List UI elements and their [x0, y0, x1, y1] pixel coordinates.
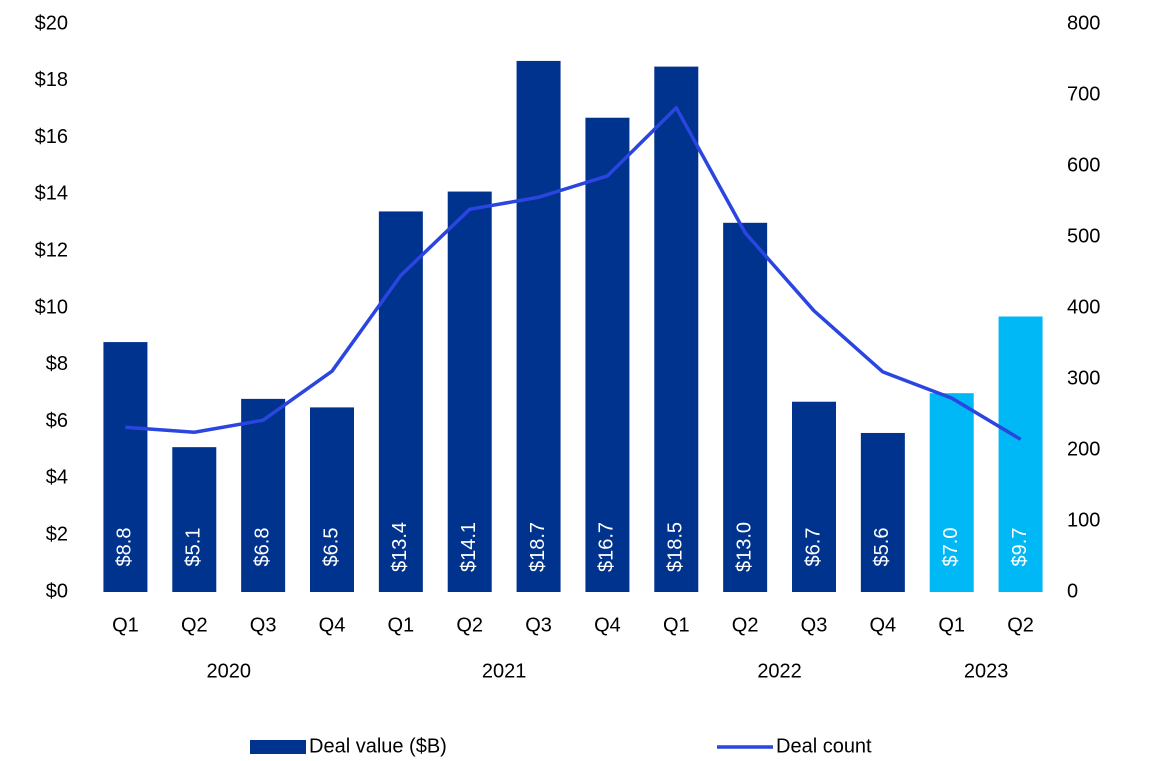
value-label: $14.1 — [458, 522, 480, 572]
bar — [585, 117, 630, 592]
value-label: $9.7 — [1009, 528, 1031, 567]
y2-tick-label: 300 — [1067, 367, 1100, 389]
value-label: $6.7 — [802, 528, 824, 567]
value-label: $5.1 — [183, 528, 205, 567]
x-tick-label: Q4 — [594, 614, 621, 636]
bar — [310, 407, 354, 592]
bar — [516, 60, 561, 593]
value-label: $18.5 — [665, 522, 687, 572]
bar — [792, 401, 836, 592]
value-label: $6.8 — [251, 528, 273, 567]
x-tick-label: Q4 — [870, 614, 897, 636]
x-tick-label: Q1 — [663, 614, 690, 636]
bar — [998, 316, 1043, 592]
value-label: $6.5 — [320, 528, 342, 567]
y-tick-label: $12 — [35, 239, 68, 261]
x-tick-label: Q3 — [525, 614, 552, 636]
y-tick-label: $8 — [46, 353, 68, 375]
y-tick-label: $0 — [46, 580, 68, 602]
value-label: $8.8 — [114, 528, 136, 567]
y2-tick-label: 600 — [1067, 154, 1100, 176]
y2-tick-label: 400 — [1067, 296, 1100, 318]
y2-tick-label: 0 — [1067, 580, 1078, 602]
x-tick-label: Q1 — [388, 614, 415, 636]
x-tick-label: Q3 — [801, 614, 828, 636]
value-label: $18.7 — [527, 522, 549, 572]
y2-tick-label: 100 — [1067, 509, 1100, 531]
value-label: $7.0 — [940, 528, 962, 567]
x-tick-label: Q2 — [1007, 614, 1034, 636]
x-tick-label: Q2 — [456, 614, 483, 636]
y-tick-label: $16 — [35, 126, 68, 148]
y-tick-label: $4 — [46, 467, 68, 489]
x-group-label: 2021 — [482, 660, 527, 682]
bar — [172, 447, 217, 592]
bar — [929, 393, 974, 592]
x-tick-label: Q2 — [732, 614, 759, 636]
y-tick-label: $20 — [35, 12, 68, 34]
value-label: $16.7 — [596, 522, 618, 572]
x-group-label: 2022 — [757, 660, 802, 682]
x-tick-label: Q2 — [181, 614, 208, 636]
bar — [447, 191, 492, 592]
legend-label: Deal value ($B) — [309, 735, 447, 757]
y-tick-label: $2 — [46, 523, 68, 545]
value-label: $13.4 — [389, 522, 411, 572]
value-label: $13.0 — [733, 522, 755, 572]
bar — [103, 342, 148, 592]
bar — [860, 432, 905, 592]
y2-tick-label: 500 — [1067, 225, 1100, 247]
legend-swatch — [250, 740, 306, 754]
y2-tick-label: 700 — [1067, 83, 1100, 105]
bar — [241, 398, 286, 592]
y-tick-label: $14 — [35, 183, 68, 205]
x-group-label: 2023 — [964, 660, 1009, 682]
x-tick-label: Q1 — [112, 614, 139, 636]
y-tick-label: $18 — [35, 69, 68, 91]
x-tick-label: Q1 — [938, 614, 965, 636]
x-tick-label: Q3 — [250, 614, 277, 636]
y-tick-label: $10 — [35, 296, 68, 318]
bar — [654, 66, 699, 593]
legend-label: Deal count — [776, 735, 872, 757]
x-tick-label: Q4 — [319, 614, 346, 636]
line — [125, 106, 1022, 441]
value-label: $5.6 — [871, 528, 893, 567]
y2-tick-label: 800 — [1067, 12, 1100, 34]
y-tick-label: $6 — [46, 410, 68, 432]
x-group-label: 2020 — [206, 660, 251, 682]
bar — [723, 222, 768, 593]
y2-tick-label: 200 — [1067, 438, 1100, 460]
